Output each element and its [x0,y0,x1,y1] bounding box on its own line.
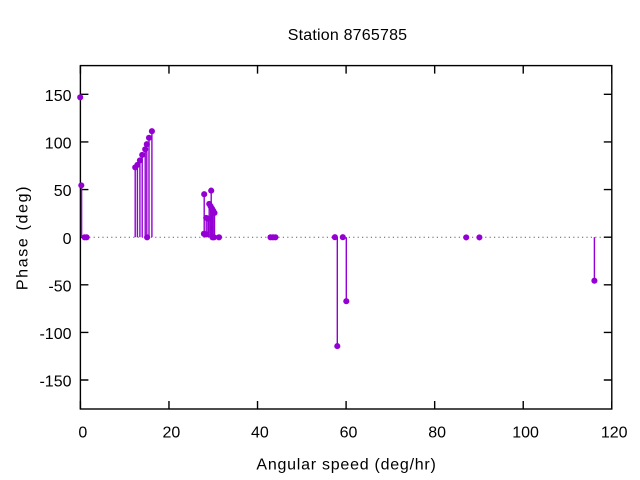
svg-text:0: 0 [63,231,72,248]
svg-text:-50: -50 [48,278,71,295]
svg-text:20: 20 [163,424,181,441]
svg-text:150: 150 [45,88,72,105]
svg-text:Station 8765785: Station 8765785 [288,27,408,44]
svg-text:80: 80 [428,424,446,441]
svg-text:0: 0 [78,424,87,441]
svg-text:50: 50 [54,183,72,200]
svg-text:-150: -150 [39,374,71,391]
svg-text:100: 100 [512,424,539,441]
svg-text:-100: -100 [39,326,71,343]
svg-text:Angular speed (deg/hr): Angular speed (deg/hr) [256,457,436,474]
svg-text:60: 60 [340,424,358,441]
svg-text:Phase (deg): Phase (deg) [15,185,32,290]
svg-text:100: 100 [45,136,72,153]
svg-text:40: 40 [251,424,269,441]
svg-text:120: 120 [601,424,628,441]
